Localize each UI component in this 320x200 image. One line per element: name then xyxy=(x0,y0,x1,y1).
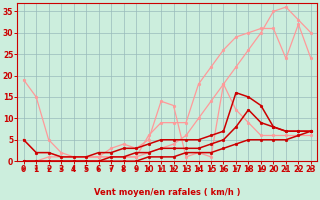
X-axis label: Vent moyen/en rafales ( km/h ): Vent moyen/en rafales ( km/h ) xyxy=(94,188,241,197)
